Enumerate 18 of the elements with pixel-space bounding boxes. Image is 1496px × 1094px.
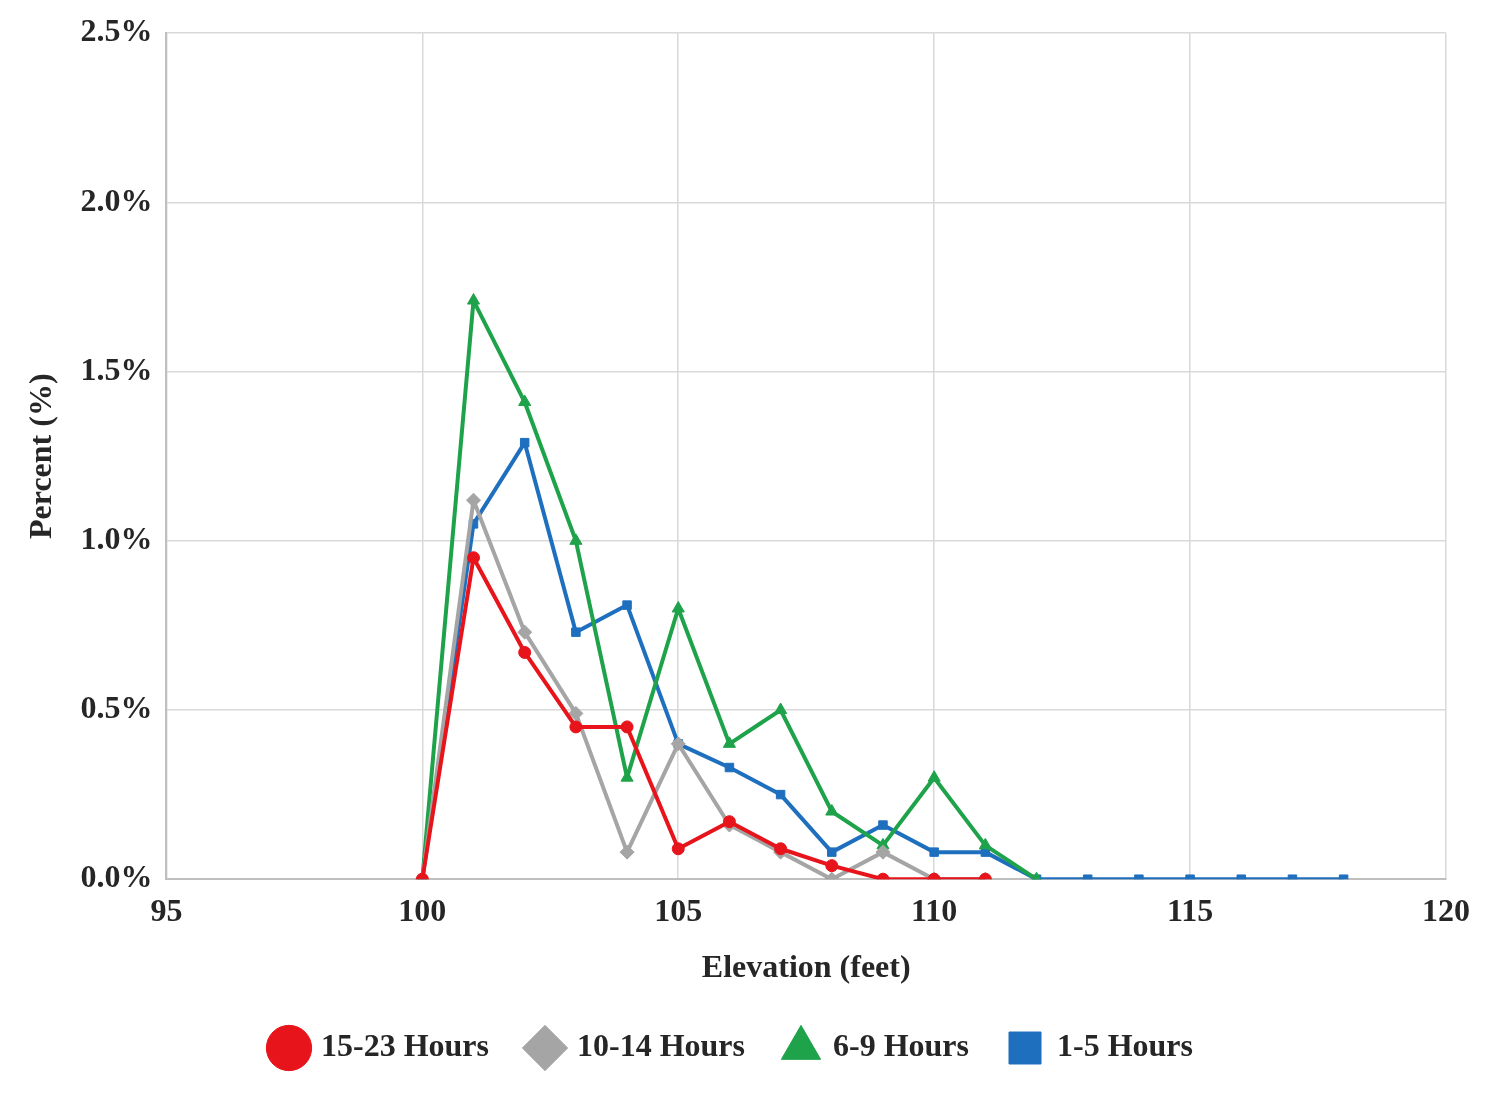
y-axis-title: Percent (%) <box>22 373 59 539</box>
x-axis-title: Elevation (feet) <box>701 948 911 985</box>
x-tick-label: 100 <box>398 891 447 928</box>
legend-label: 15-23 Hours <box>321 1027 489 1064</box>
x-tick-label: 115 <box>1166 891 1214 928</box>
x-tick-label: 120 <box>1422 891 1470 928</box>
legend-label: 10-14 Hours <box>577 1027 745 1064</box>
y-tick-label: 2.0% <box>80 181 153 218</box>
x-tick-label: 110 <box>911 891 958 928</box>
y-tick-label: 1.5% <box>80 350 153 387</box>
y-tick-label: 1.0% <box>80 520 153 557</box>
y-tick-label: 2.5% <box>80 12 153 49</box>
y-tick-label: 0.5% <box>80 689 153 726</box>
x-tick-label: 105 <box>654 891 703 928</box>
x-tick-label: 95 <box>150 891 183 928</box>
legend-label: 1-5 Hours <box>1057 1027 1193 1064</box>
y-tick-label: 0.0% <box>80 858 153 895</box>
legend-label: 6-9 Hours <box>833 1027 969 1064</box>
